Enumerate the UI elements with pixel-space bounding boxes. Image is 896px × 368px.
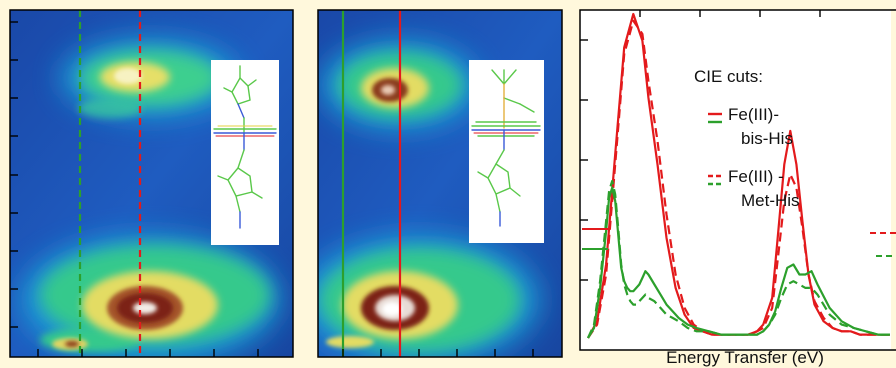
left-heatmap-intensity <box>20 10 280 357</box>
right-chart-ticks <box>580 10 821 281</box>
right-chart-background <box>580 10 891 350</box>
structure-met-his-inset <box>211 60 279 245</box>
left-heatmap-panel <box>9 9 294 358</box>
legend: CIE cuts: Fe(III)- bis-His Fe(III) - Met… <box>694 67 800 210</box>
left-heatmap-ticks <box>10 21 259 357</box>
x-axis-label: Energy Transfer (eV) <box>666 348 824 367</box>
left-heatmap-frame <box>9 9 294 358</box>
middle-heatmap-intensity <box>318 10 544 357</box>
structure-bis-his-inset <box>469 60 544 243</box>
series-line-4 <box>586 179 890 339</box>
legend-entry-1-line-2: bis-His <box>741 129 793 148</box>
middle-heatmap-ticks <box>342 349 534 357</box>
right-line-chart-panel: CIE cuts: Fe(III)- bis-His Fe(III) - Met… <box>579 9 896 367</box>
right-chart-series <box>586 12 890 339</box>
legend-entry-2-line-1: Fe(III) - <box>728 167 784 186</box>
middle-heatmap-panel <box>317 9 563 358</box>
right-chart-frame <box>579 9 896 351</box>
legend-entry-2-line-2: Met-His <box>741 191 800 210</box>
legend-title: CIE cuts: <box>694 67 763 86</box>
legend-entry-1-line-1: Fe(III)- <box>728 105 779 124</box>
middle-heatmap-frame <box>317 9 563 358</box>
